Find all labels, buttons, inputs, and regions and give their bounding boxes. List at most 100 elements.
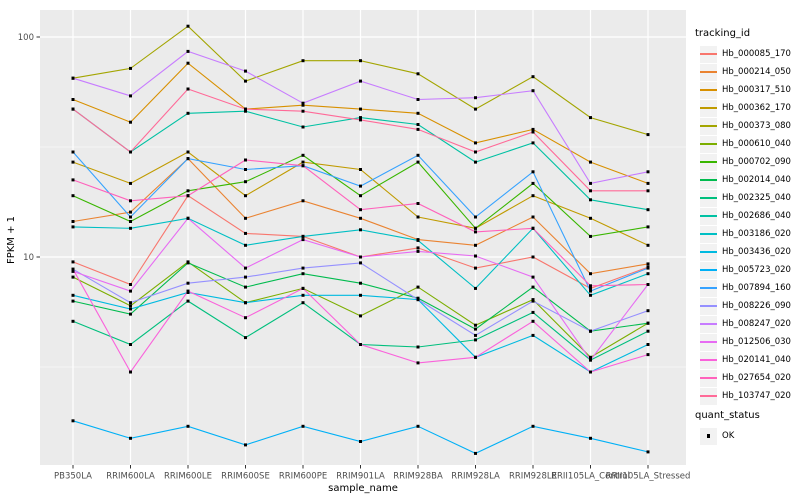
data-point [71, 293, 75, 297]
x-tick-label: RRIM600LA [106, 472, 155, 482]
data-point [589, 286, 592, 290]
data-point [589, 289, 592, 293]
data-point [71, 275, 75, 279]
data-point [129, 343, 132, 346]
data-point [129, 370, 132, 374]
legend-item: Hb_000362_170 [694, 99, 800, 117]
data-point [71, 225, 75, 229]
data-point [301, 301, 305, 305]
data-point [531, 130, 535, 134]
data-point [359, 281, 362, 285]
data-point [531, 194, 535, 198]
series-color-line-icon [700, 197, 717, 199]
data-point [359, 107, 362, 111]
legend-key [700, 351, 717, 369]
legend-key [700, 261, 717, 279]
legend-item-label: OK [722, 431, 735, 441]
legend-item-label: Hb_027654_020 [722, 373, 791, 383]
series-color-line-icon [700, 53, 717, 55]
legend-item: Hb_000214_050 [694, 63, 800, 81]
data-point [359, 228, 362, 232]
data-point [531, 424, 535, 428]
data-point [244, 275, 247, 279]
data-point [129, 210, 132, 214]
legend: tracking_id Hb_000085_170 Hb_000214_050 Hb… [694, 28, 800, 445]
data-point [474, 286, 477, 290]
data-point [244, 109, 247, 113]
data-point [416, 249, 420, 253]
data-point [474, 230, 477, 234]
data-point [186, 87, 190, 91]
series-color-line-icon [700, 233, 717, 235]
data-point [301, 153, 305, 157]
series-color-line-icon [700, 179, 717, 181]
data-point [301, 286, 305, 290]
series-color-line-icon [700, 215, 717, 217]
data-point [474, 215, 477, 219]
x-tick-label: PB350LA [54, 472, 92, 482]
x-axis-title: sample_name [328, 483, 398, 494]
data-point [531, 333, 535, 337]
legend-item-label: Hb_007894_160 [722, 283, 791, 293]
data-point [646, 329, 650, 333]
data-point [416, 345, 420, 349]
data-point [359, 208, 362, 212]
data-point [186, 299, 190, 303]
data-point [359, 116, 362, 120]
legend-item-label: Hb_000702_090 [722, 157, 791, 167]
data-point [301, 59, 305, 63]
data-point [129, 304, 132, 308]
data-point [129, 436, 132, 440]
x-tick-label: RRIM901LA [336, 472, 385, 482]
data-point [531, 75, 535, 79]
data-point [244, 243, 247, 247]
data-point [71, 419, 75, 423]
x-tick-label: RRIM600LE [164, 472, 212, 482]
data-point [244, 168, 247, 171]
data-point [474, 254, 477, 258]
x-tick-label: RRIM928BA [393, 472, 443, 482]
legend-key [700, 333, 717, 351]
legend-key [700, 369, 717, 387]
legend-title-tracking-id: tracking_id [695, 28, 751, 39]
data-point [531, 141, 535, 145]
data-point [646, 272, 650, 276]
series-color-line-icon [700, 251, 717, 253]
data-point [359, 184, 362, 188]
data-point [301, 234, 305, 238]
data-point [359, 59, 362, 63]
legend-item: Hb_000702_090 [694, 153, 800, 171]
legend-item-label: Hb_000214_050 [722, 67, 791, 77]
legend-item-ok: OK [694, 427, 800, 445]
legend-item: Hb_008247_020 [694, 315, 800, 333]
legend-item-label: Hb_103747_020 [722, 391, 791, 401]
legend-key [700, 207, 717, 225]
legend-key [700, 153, 717, 171]
data-point [646, 243, 650, 247]
legend-item-label: Hb_008226_090 [722, 301, 791, 311]
data-point [129, 307, 132, 311]
legend-item-label: Hb_020141_040 [722, 355, 791, 365]
data-point [646, 321, 650, 325]
data-point [186, 424, 190, 428]
data-point [531, 255, 535, 259]
legend-item: Hb_012506_030 [694, 333, 800, 351]
data-point [474, 338, 477, 342]
legend-item-label: Hb_008247_020 [722, 319, 791, 329]
x-tick-label: RRIM600PE [279, 472, 327, 482]
chart-layers: 100 10 PB350LA RRIM600LA RRIM600LE RRIM600SE R… [18, 10, 690, 482]
data-point [186, 194, 190, 198]
data-point [244, 79, 247, 83]
data-point [416, 361, 420, 365]
legend-item: Hb_005723_020 [694, 261, 800, 279]
legend-item: Hb_000373_080 [694, 117, 800, 135]
y-tick-label: 100 [18, 33, 34, 43]
data-point [71, 160, 75, 164]
series-color-line-icon [700, 71, 717, 73]
legend-item-label: Hb_000085_170 [722, 49, 791, 59]
series-color-line-icon [700, 359, 717, 361]
data-point [244, 443, 247, 447]
data-point [589, 436, 592, 440]
series-color-line-icon [700, 377, 717, 379]
